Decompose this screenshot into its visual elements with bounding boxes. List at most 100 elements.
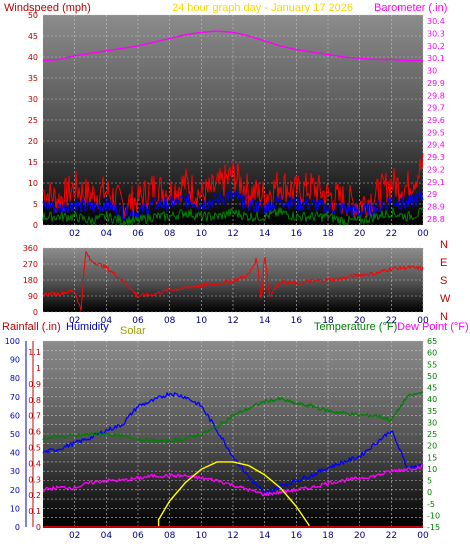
x-tick-label: 10: [196, 316, 208, 326]
y-right-tick-label: 29.2: [427, 165, 445, 174]
y-tick-label: 0: [33, 221, 38, 230]
y-tick-label: 10: [28, 179, 38, 188]
temp-tick-label: 15: [427, 453, 437, 462]
y-tick-label: 40: [28, 53, 38, 62]
temp-tick-label: -10: [427, 511, 440, 520]
rain-tick-label: 0.3: [28, 475, 41, 484]
x-tick-label: 10: [196, 531, 208, 541]
y-right-tick-label: 29.7: [427, 104, 445, 113]
x-tick-label: 16: [291, 531, 303, 541]
y-tick-label: 10: [10, 504, 20, 513]
x-tick-label: 04: [101, 531, 113, 541]
y-right-tick-label: 29.4: [427, 141, 445, 150]
y-tick-label: 50: [10, 430, 20, 439]
y-tick-label: 30: [10, 467, 20, 476]
x-tick-label: 02: [69, 229, 80, 239]
dewpoint-label: Dew Point (°F): [397, 321, 469, 333]
y-tick-label: 90: [10, 356, 20, 365]
x-tick-label: 00: [417, 316, 429, 326]
y-tick-label: 80: [10, 374, 20, 383]
x-tick-label: 20: [354, 229, 366, 239]
rain-tick-label: 0.6: [28, 428, 41, 437]
direction-line: [42, 251, 424, 311]
dew-point-line: [42, 464, 424, 497]
compass-label: N: [440, 311, 448, 323]
y-tick-label: 70: [10, 393, 20, 402]
y-tick-label: 35: [28, 74, 38, 83]
x-tick-label: 12: [227, 316, 238, 326]
y-tick-label: 100: [5, 337, 20, 346]
x-tick-label: 14: [259, 316, 271, 326]
y-tick-label: 30: [28, 95, 38, 104]
temp-tick-label: 25: [427, 430, 437, 439]
y-right-tick-label: 30.4: [427, 17, 445, 26]
temp-tick-label: 45: [427, 384, 437, 393]
temp-tick-label: 65: [427, 337, 437, 346]
x-tick-label: 18: [322, 316, 334, 326]
x-tick-label: 18: [322, 531, 334, 541]
humidity-line: [42, 392, 424, 494]
temp-tick-label: 60: [427, 349, 437, 358]
barometer-line: [42, 30, 423, 62]
rain-tick-label: 0.4: [28, 459, 41, 468]
compass-label: E: [440, 257, 447, 269]
x-tick-label: 14: [259, 531, 271, 541]
y-right-tick-label: 30.1: [427, 54, 445, 63]
x-tick-label: 12: [227, 531, 238, 541]
temp-tick-label: 10: [427, 465, 437, 474]
x-tick-label: 08: [164, 316, 176, 326]
temperature-line: [42, 391, 424, 444]
chart-title: 24 hour graph day - January 17 2026: [172, 2, 353, 14]
humidity-label: Humidity: [66, 321, 109, 333]
wind-gust-line: [42, 153, 424, 220]
compass-label: S: [440, 275, 447, 287]
y-tick-label: 90: [28, 292, 38, 301]
y-right-tick-label: 29.5: [427, 128, 445, 137]
x-tick-label: 16: [291, 316, 303, 326]
rain-tick-label: 0.7: [28, 412, 41, 421]
y-tick-label: 270: [23, 260, 38, 269]
y-right-tick-label: 30: [427, 67, 437, 76]
x-tick-label: 04: [101, 229, 113, 239]
x-tick-label: 22: [386, 316, 397, 326]
rain-tick-label: 0.9: [28, 380, 41, 389]
temp-tick-label: 20: [427, 442, 437, 451]
windspeed-label: Windspeed (mph): [4, 2, 91, 14]
x-tick-label: 12: [227, 229, 238, 239]
x-tick-label: 16: [291, 229, 303, 239]
temp-tick-label: 50: [427, 372, 437, 381]
tick-labels: 02 04 06 08 10 12 14 16 18 20 22 000510152025303540…: [5, 11, 451, 541]
solar-line: [43, 461, 423, 528]
rain-tick-label: 0.1: [28, 507, 41, 516]
y-tick-label: 180: [23, 276, 38, 285]
temp-tick-label: -15: [427, 523, 440, 532]
y-right-tick-label: 29: [427, 190, 437, 199]
y-tick-label: 25: [28, 116, 38, 125]
wind-low-line: [42, 207, 424, 226]
x-tick-label: 06: [132, 316, 144, 326]
x-tick-label: 02: [69, 531, 80, 541]
x-tick-label: 14: [259, 229, 271, 239]
y-tick-label: 0: [33, 308, 38, 317]
y-tick-label: 45: [28, 32, 38, 41]
barometer-label: Barometer (.in): [374, 2, 447, 14]
compass-label: N: [440, 239, 448, 251]
y-right-tick-label: 30.3: [427, 30, 445, 39]
temp-tick-label: 0: [427, 488, 432, 497]
y-right-tick-label: 30.2: [427, 42, 445, 51]
rain-tick-label: 1: [36, 364, 41, 373]
solar-label: Solar: [120, 325, 146, 337]
y-tick-label: 15: [28, 158, 38, 167]
x-tick-label: 08: [164, 531, 176, 541]
rain-tick-label: 1.1: [28, 348, 41, 357]
x-tick-label: 20: [354, 531, 366, 541]
temp-tick-label: 30: [427, 418, 437, 427]
rain-tick-label: 0.5: [28, 444, 41, 453]
y-tick-label: 5: [33, 200, 38, 209]
series-lines: [42, 30, 424, 528]
x-tick-label: 08: [164, 229, 176, 239]
rain-tick-label: 0.2: [28, 491, 41, 500]
wind-average-line: [42, 190, 424, 221]
x-tick-label: 20: [354, 316, 366, 326]
